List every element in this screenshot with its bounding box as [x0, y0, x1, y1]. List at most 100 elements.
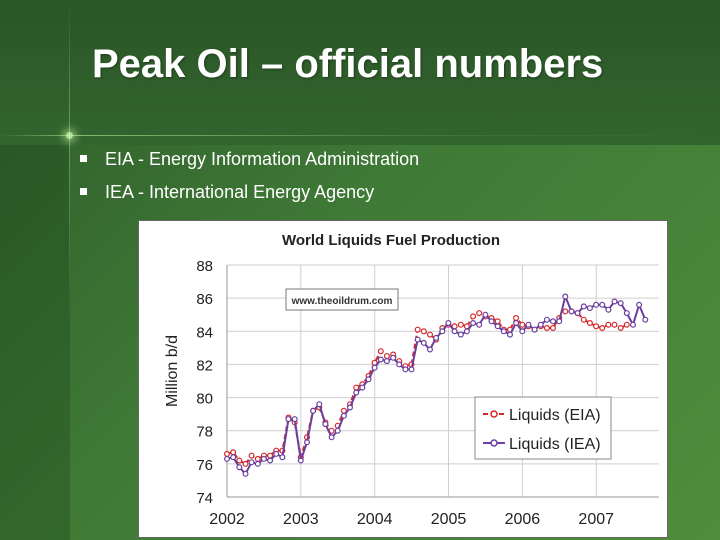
data-point: [531, 326, 538, 333]
bullet-item-eia: EIA - Energy Information Administration: [80, 149, 419, 173]
data-point: [562, 293, 569, 300]
data-point: [297, 457, 304, 464]
x-tick-label: 2005: [431, 511, 467, 528]
data-point: [636, 301, 643, 308]
data-point: [605, 306, 612, 313]
data-point: [254, 460, 261, 467]
data-point: [383, 358, 390, 365]
data-point: [599, 301, 606, 308]
data-point: [248, 452, 255, 459]
grid-layer: [226, 264, 659, 498]
data-point: [236, 464, 243, 471]
data-point: [574, 310, 581, 317]
data-point: [365, 376, 372, 383]
series-layer: [223, 293, 649, 477]
x-tick-label: 2007: [578, 511, 614, 528]
x-tick-label: 2006: [505, 511, 541, 528]
data-point: [457, 331, 464, 338]
data-point: [310, 407, 317, 414]
data-point: [248, 459, 255, 466]
y-tick-label: 74: [196, 490, 213, 507]
decorative-horizontal-line: [0, 135, 720, 136]
data-point: [494, 323, 501, 330]
chart-svg: World Liquids Fuel Production Million b/…: [164, 232, 659, 528]
chart-title: World Liquids Fuel Production: [282, 232, 500, 249]
data-point: [377, 356, 384, 363]
watermark: www.theoildrum.com: [285, 288, 399, 311]
bullet-item-iea: IEA - International Energy Agency: [80, 182, 374, 206]
data-point: [267, 457, 274, 464]
data-point: [580, 303, 587, 310]
data-point: [230, 449, 237, 456]
bullet-text: IEA - International Energy Agency: [105, 182, 375, 202]
data-point: [322, 421, 329, 428]
data-point: [463, 328, 470, 335]
legend-swatch-marker: [490, 439, 498, 447]
y-tick-label: 84: [196, 324, 213, 341]
tick-layer: 74 76 78 80 82 84 86 88 2002 2003 2004 2005 2006 2007: [196, 258, 614, 528]
data-point: [543, 316, 550, 323]
data-point: [543, 324, 550, 331]
data-point: [507, 331, 514, 338]
data-point: [513, 319, 520, 326]
data-point: [347, 404, 354, 411]
decorative-glow: [66, 132, 73, 139]
data-point: [562, 308, 569, 315]
y-tick-label: 82: [196, 357, 213, 374]
data-point: [236, 457, 243, 464]
data-point: [445, 319, 452, 326]
x-tick-label: 2003: [283, 511, 319, 528]
y-tick-label: 88: [196, 258, 213, 275]
data-point: [476, 321, 483, 328]
x-tick-label: 2004: [357, 511, 393, 528]
data-point: [537, 321, 544, 328]
data-point: [439, 328, 446, 335]
data-point: [414, 336, 421, 343]
data-point: [285, 416, 292, 423]
data-point: [328, 434, 335, 441]
series-iea: [223, 293, 649, 477]
data-point: [260, 455, 267, 462]
data-point: [476, 310, 483, 317]
data-point: [500, 328, 507, 335]
x-tick-label: 2002: [209, 511, 245, 528]
data-point: [630, 321, 637, 328]
data-point: [273, 450, 280, 457]
data-point: [396, 361, 403, 368]
data-point: [513, 314, 520, 321]
data-point: [334, 427, 341, 434]
data-point: [402, 366, 409, 373]
data-point: [420, 328, 427, 335]
data-point: [605, 321, 612, 328]
data-point: [623, 310, 630, 317]
chart-legend: Liquids (EIA) Liquids (IEA): [474, 396, 612, 460]
data-point: [556, 318, 563, 325]
slide-title: Peak Oil – official numbers: [92, 42, 604, 86]
data-point: [316, 401, 323, 408]
data-point: [353, 384, 360, 391]
data-point: [470, 313, 477, 320]
data-point: [586, 305, 593, 312]
legend-label: Liquids (EIA): [509, 407, 601, 424]
data-point: [242, 470, 249, 477]
data-point: [230, 454, 237, 461]
data-point: [617, 324, 624, 331]
data-point: [383, 353, 390, 360]
data-point: [519, 321, 526, 328]
data-point: [470, 319, 477, 326]
data-point: [377, 348, 384, 355]
data-point: [390, 354, 397, 361]
data-point: [291, 416, 298, 423]
data-point: [427, 331, 434, 338]
data-point: [586, 319, 593, 326]
data-point: [427, 346, 434, 353]
y-tick-label: 76: [196, 457, 213, 474]
legend-label: Liquids (IEA): [509, 436, 601, 453]
legend-swatch-marker: [490, 410, 498, 418]
watermark-text: www.theoildrum.com: [291, 296, 393, 307]
data-point: [623, 321, 630, 328]
data-point: [451, 328, 458, 335]
data-point: [519, 328, 526, 335]
data-point: [242, 460, 249, 467]
data-point: [254, 455, 261, 462]
